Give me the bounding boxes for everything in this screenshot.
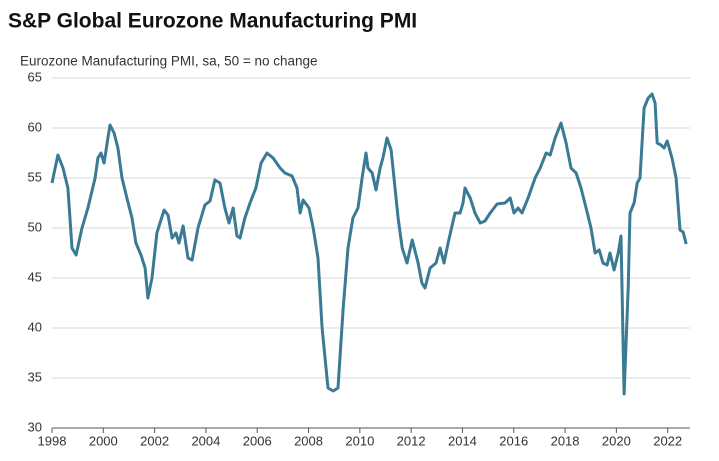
- y-tick-label: 45: [28, 269, 42, 284]
- x-tick-label: 1998: [38, 433, 67, 448]
- chart-title: S&P Global Eurozone Manufacturing PMI: [8, 10, 417, 33]
- x-tick-label: 2004: [191, 433, 220, 448]
- x-tick-label: 2012: [397, 433, 426, 448]
- x-tick-label: 2014: [448, 433, 477, 448]
- data-line: [50, 92, 688, 396]
- x-tick-label: 2002: [140, 433, 169, 448]
- x-tick-label: 2006: [243, 433, 272, 448]
- y-tick-label: 30: [28, 419, 42, 434]
- y-tick-label: 65: [28, 69, 42, 84]
- y-tick-label: 60: [28, 119, 42, 134]
- x-tick-label: 2022: [653, 433, 682, 448]
- x-tick-label: 2018: [551, 433, 580, 448]
- x-tick-label: 2010: [345, 433, 374, 448]
- x-tick-label: 2020: [602, 433, 631, 448]
- x-tick-label: 2016: [499, 433, 528, 448]
- y-tick-label: 55: [28, 169, 42, 184]
- x-tick-label: 2000: [89, 433, 118, 448]
- y-tick-label: 35: [28, 369, 42, 384]
- x-tick-label: 2008: [294, 433, 323, 448]
- y-tick-label: 50: [28, 219, 42, 234]
- chart-subtitle: Eurozone Manufacturing PMI, sa, 50 = no …: [20, 54, 318, 69]
- y-tick-label: 40: [28, 319, 42, 334]
